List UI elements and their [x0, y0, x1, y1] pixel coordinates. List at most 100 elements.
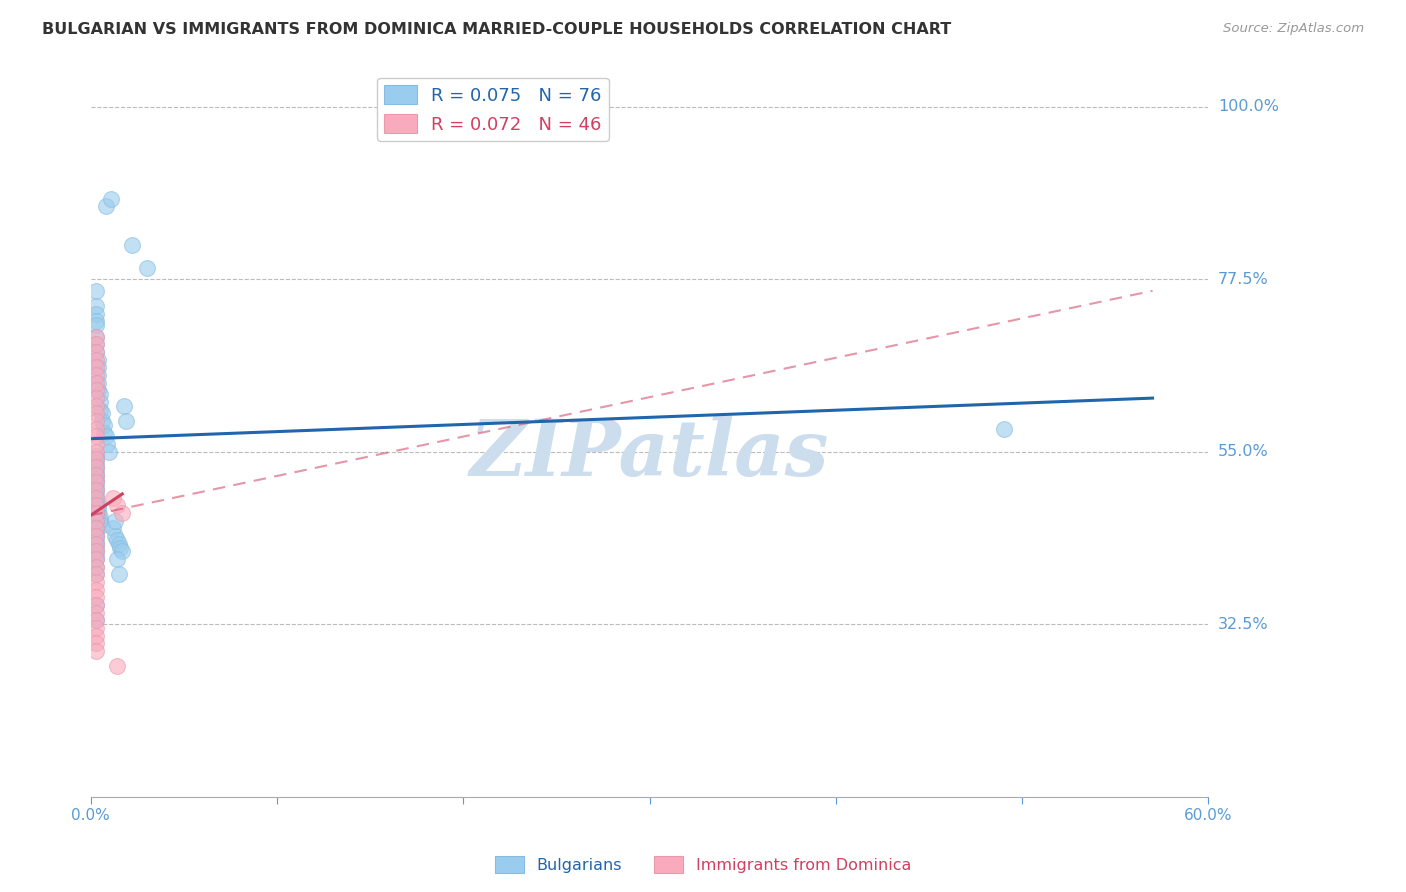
Point [84, 491, 107, 505]
Point [105, 552, 128, 566]
Point [84, 314, 107, 328]
Point [84, 337, 107, 351]
Point [84, 475, 107, 490]
Point [89, 514, 111, 528]
Point [93, 417, 115, 432]
Point [84, 552, 107, 566]
Point [89, 402, 111, 417]
Point [84, 644, 107, 658]
Point [84, 467, 107, 482]
Point [84, 544, 107, 558]
Point [84, 548, 107, 562]
Point [84, 537, 107, 551]
Text: 100.0%: 100.0% [1218, 99, 1278, 114]
Point [90, 517, 112, 532]
Point [112, 399, 135, 413]
Point [84, 598, 107, 612]
Point [84, 460, 107, 475]
Point [115, 414, 138, 428]
Point [84, 559, 107, 574]
Point [84, 284, 107, 298]
Point [84, 567, 107, 582]
Point [84, 444, 107, 458]
Point [96, 437, 118, 451]
Point [87, 384, 110, 398]
Point [84, 559, 107, 574]
Point [84, 460, 107, 475]
Point [104, 529, 127, 543]
Point [107, 567, 129, 582]
Legend: Bulgarians, Immigrants from Dominica: Bulgarians, Immigrants from Dominica [489, 849, 917, 880]
Point [87, 352, 110, 367]
Point [84, 483, 107, 497]
Point [84, 464, 107, 478]
Point [84, 307, 107, 321]
Point [84, 449, 107, 463]
Point [84, 414, 107, 428]
Point [84, 352, 107, 367]
Point [105, 499, 128, 513]
Point [84, 514, 107, 528]
Point [84, 537, 107, 551]
Point [111, 544, 134, 558]
Point [84, 318, 107, 333]
Point [84, 606, 107, 620]
Point [87, 506, 110, 520]
Point [90, 414, 112, 428]
Point [84, 567, 107, 582]
Point [84, 368, 107, 383]
Point [87, 360, 110, 375]
Point [84, 475, 107, 490]
Point [84, 521, 107, 535]
Point [89, 395, 111, 409]
Point [84, 533, 107, 547]
Point [84, 636, 107, 650]
Point [84, 598, 107, 612]
Point [84, 456, 107, 470]
Point [84, 299, 107, 313]
Point [84, 613, 107, 627]
Point [84, 429, 107, 443]
Point [107, 537, 129, 551]
Point [104, 514, 127, 528]
Point [84, 345, 107, 359]
Point [84, 521, 107, 535]
Point [87, 376, 110, 390]
Point [84, 452, 107, 467]
Point [84, 376, 107, 390]
Point [93, 425, 115, 440]
Point [111, 506, 134, 520]
Point [84, 472, 107, 486]
Point [84, 360, 107, 375]
Point [84, 575, 107, 590]
Point [84, 613, 107, 627]
Point [84, 487, 107, 501]
Point [84, 582, 107, 597]
Point [89, 387, 111, 401]
Point [84, 399, 107, 413]
Point [87, 499, 110, 513]
Point [84, 337, 107, 351]
Point [84, 525, 107, 540]
Point [84, 391, 107, 405]
Point [84, 629, 107, 643]
Point [84, 506, 107, 520]
Point [89, 509, 111, 524]
Point [87, 368, 110, 383]
Text: Source: ZipAtlas.com: Source: ZipAtlas.com [1223, 22, 1364, 36]
Point [84, 494, 107, 508]
Point [84, 529, 107, 543]
Point [84, 345, 107, 359]
Point [98, 444, 121, 458]
Point [135, 260, 157, 275]
Point [84, 499, 107, 513]
Point [90, 406, 112, 420]
Point [105, 659, 128, 673]
Point [110, 541, 132, 555]
Point [84, 384, 107, 398]
Point [84, 552, 107, 566]
Legend: R = 0.075   N = 76, R = 0.072   N = 46: R = 0.075 N = 76, R = 0.072 N = 46 [377, 78, 609, 141]
Point [84, 479, 107, 493]
Text: 77.5%: 77.5% [1218, 272, 1268, 287]
Point [84, 452, 107, 467]
